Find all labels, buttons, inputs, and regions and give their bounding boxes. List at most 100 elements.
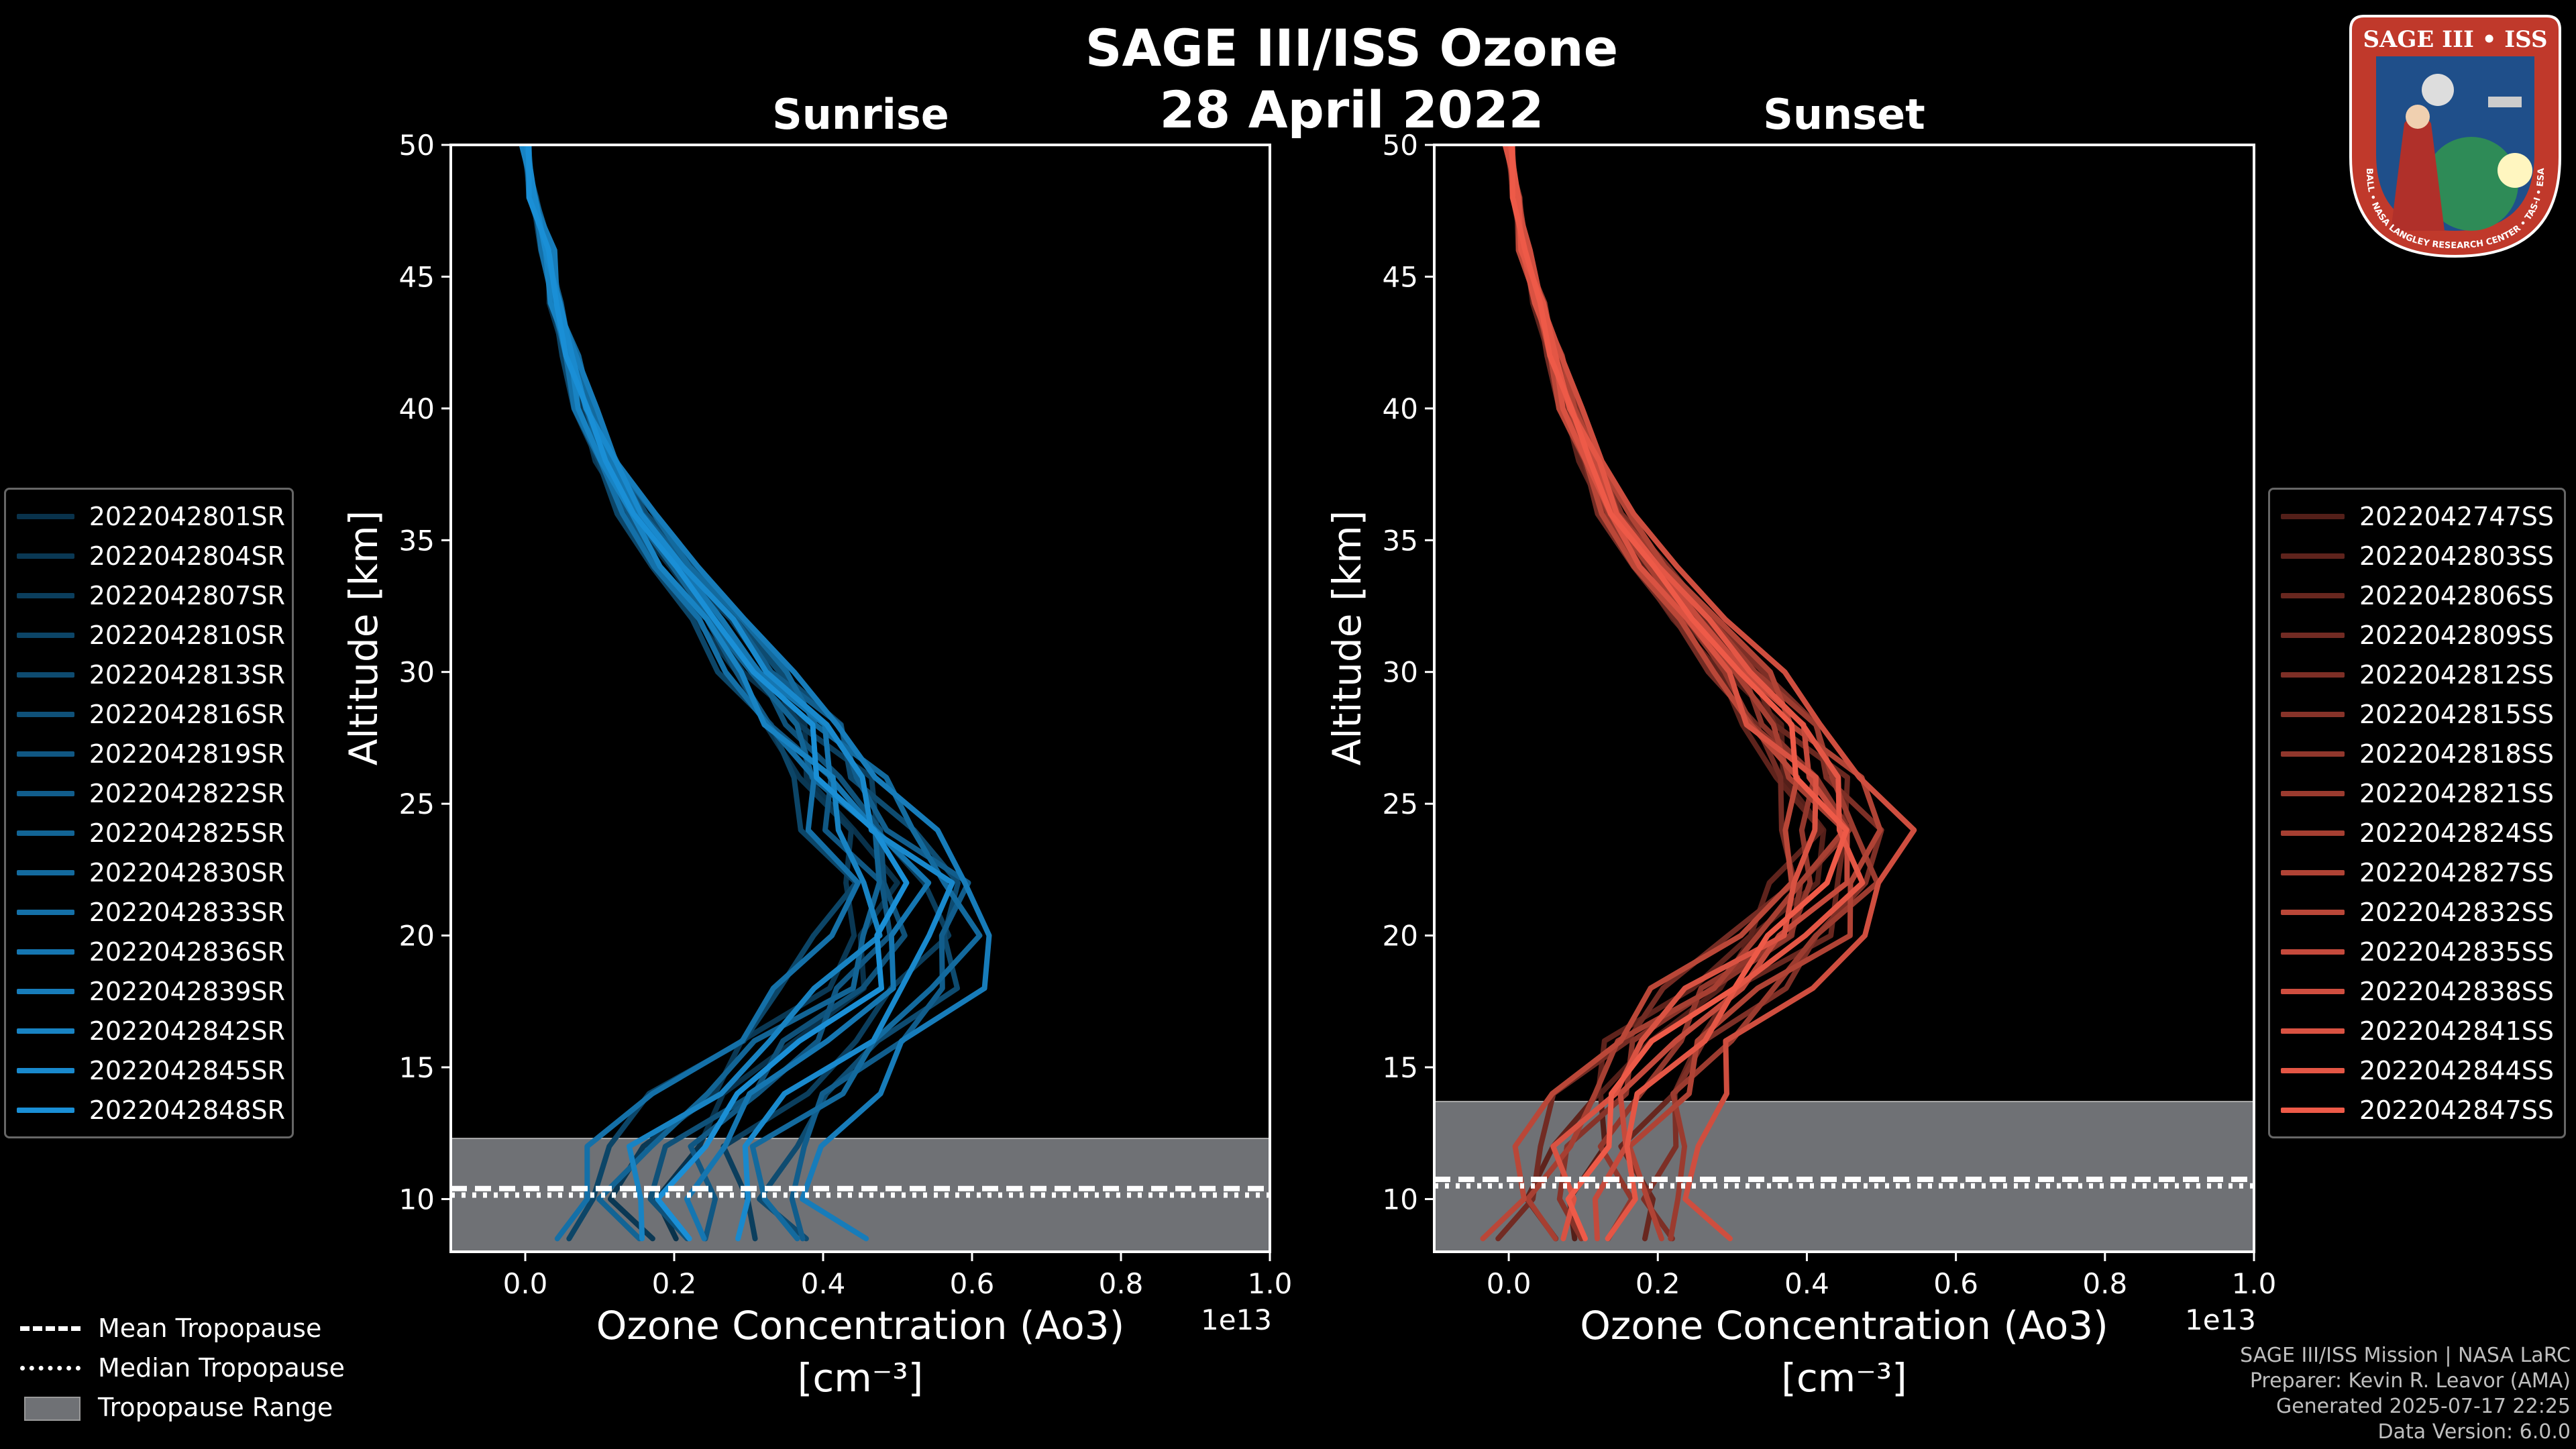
x-tick-label: 0.2 — [652, 1267, 697, 1300]
legend-swatch-icon — [17, 1107, 74, 1113]
legend-swatch-icon — [17, 1067, 74, 1073]
x-offset-label: 1e13 — [1201, 1303, 1272, 1336]
legend-item: 2022042842SR — [13, 1011, 285, 1051]
legend-swatch-icon — [17, 909, 74, 915]
sage-iii-iss-logo: SAGE III • ISS BALL • NASA LANGLEY RESEA… — [2349, 15, 2561, 258]
legend-item: 2022042812SS — [2277, 655, 2557, 694]
legend-swatch-icon — [17, 751, 74, 757]
logo-title: SAGE III • ISS — [2363, 26, 2547, 53]
legend-swatch-icon — [17, 711, 74, 717]
legend-swatch-icon — [2281, 830, 2345, 836]
legend-item: 2022042835SS — [2277, 932, 2557, 971]
legend-label: 2022042842SR — [89, 1016, 285, 1046]
legend-label: Median Tropopause — [98, 1352, 345, 1383]
legend-item: 2022042833SR — [13, 892, 285, 932]
legend-label: 2022042812SS — [2359, 659, 2555, 690]
legend-label: 2022042809SS — [2359, 620, 2555, 650]
legend-label: 2022042835SS — [2359, 936, 2555, 967]
legend-item: 2022042803SS — [2277, 536, 2557, 576]
y-tick-label: 35 — [1383, 524, 1418, 557]
legend-item: 2022042838SS — [2277, 971, 2557, 1011]
legend-item: 2022042827SS — [2277, 853, 2557, 892]
legend-swatch-icon — [17, 790, 74, 796]
legend-item: 2022042839SR — [13, 971, 285, 1011]
x-tick-label: 0.0 — [1487, 1267, 1532, 1300]
profile-2022042847SS — [1509, 145, 1849, 1242]
credit-line: Generated 2025-07-17 22:25 — [2275, 1395, 2571, 1418]
legend-item: 2022042821SS — [2277, 773, 2557, 813]
legend-swatch-icon — [2281, 672, 2345, 678]
legend-label: 2022042821SS — [2359, 778, 2555, 808]
legend-label: 2022042815SS — [2359, 699, 2555, 729]
gray-patch-icon — [20, 1394, 80, 1421]
profile-lines — [519, 145, 992, 1242]
legend-item-tropopause-range: Tropopause Range — [20, 1387, 345, 1427]
x-tick-label: 1.0 — [2232, 1267, 2277, 1300]
x-tick-label: 1.0 — [1248, 1267, 1293, 1300]
legend-label: 2022042822SR — [89, 778, 285, 808]
iss-station-icon — [2488, 97, 2522, 107]
legend-label: 2022042819SR — [89, 739, 285, 769]
legend-swatch-icon — [2281, 869, 2345, 875]
legend-label: 2022042832SS — [2359, 897, 2555, 927]
axes-frame — [449, 144, 1271, 1253]
x-tick-label: 0.8 — [2082, 1267, 2127, 1300]
sunrise-legend: 2022042801SR 2022042804SR 2022042807SR 2022… — [4, 488, 294, 1138]
legend-item: 2022042747SS — [2277, 496, 2557, 536]
legend-label: 2022042818SS — [2359, 739, 2555, 769]
dashed-line-icon — [20, 1315, 80, 1342]
x-axis-unit: [cm⁻³] — [1781, 1355, 1907, 1401]
legend-label: 2022042801SR — [89, 501, 285, 531]
profile-2022042824SS — [1507, 145, 1847, 1242]
legend-swatch-icon — [17, 553, 74, 559]
profile-2022042845SR — [524, 145, 955, 1242]
x-axis-unit: [cm⁻³] — [798, 1355, 924, 1401]
legend-item: 2022042836SR — [13, 932, 285, 971]
legend-item: 2022042845SR — [13, 1051, 285, 1090]
legend-swatch-icon — [2281, 909, 2345, 915]
legend-label: 2022042803SS — [2359, 541, 2555, 571]
legend-swatch-icon — [2281, 553, 2345, 559]
profile-2022042836SR — [526, 145, 932, 1242]
x-tick-label: 0.8 — [1099, 1267, 1144, 1300]
legend-item: 2022042844SS — [2277, 1051, 2557, 1090]
legend-label: Mean Tropopause — [98, 1313, 322, 1343]
legend-swatch-icon — [2281, 751, 2345, 757]
profile-2022042848SR — [525, 145, 910, 1242]
profile-lines — [1480, 145, 1917, 1242]
legend-label: 2022042816SR — [89, 699, 285, 729]
legend-label: 2022042824SS — [2359, 818, 2555, 848]
legend-swatch-icon — [17, 830, 74, 836]
y-tick-label: 25 — [399, 788, 435, 820]
legend-item: 2022042841SS — [2277, 1011, 2557, 1051]
profile-2022042844SS — [1507, 145, 1866, 1242]
y-tick-label: 30 — [399, 656, 435, 689]
legend-item: 2022042815SS — [2277, 694, 2557, 734]
legend-swatch-icon — [2281, 790, 2345, 796]
legend-label: 2022042806SS — [2359, 580, 2555, 610]
legend-label: 2022042747SS — [2359, 501, 2555, 531]
legend-item: 2022042824SS — [2277, 813, 2557, 853]
profile-2022042819SR — [520, 145, 893, 1242]
x-tick-label: 0.4 — [1784, 1267, 1829, 1300]
profile-2022042827SS — [1502, 145, 1883, 1242]
legend-swatch-icon — [2281, 949, 2345, 955]
credit-line: SAGE III/ISS Mission | NASA LaRC — [2240, 1344, 2571, 1367]
legend-item-mean-tropopause: Mean Tropopause — [20, 1308, 345, 1348]
x-axis-label: Ozone Concentration (Ao3) — [596, 1303, 1125, 1348]
legend-swatch-icon — [2281, 988, 2345, 994]
legend-label: 2022042845SR — [89, 1055, 285, 1085]
legend-item: 2022042801SR — [13, 496, 285, 536]
y-tick-label: 10 — [1383, 1183, 1418, 1216]
panel-title: Sunrise — [772, 90, 949, 139]
legend-swatch-icon — [2281, 1107, 2345, 1113]
legend-swatch-icon — [2281, 711, 2345, 717]
sunrise-panel: Sunrise 10 15 20 25 30 35 40 45 50 0.0 0.2 0.4 0.6 0.8… — [341, 90, 1292, 1401]
legend-item: 2022042813SR — [13, 655, 285, 694]
y-tick-label: 45 — [399, 260, 435, 293]
x-offset-label: 1e13 — [2185, 1303, 2256, 1336]
legend-item: 2022042809SS — [2277, 615, 2557, 655]
legend-label: 2022042825SR — [89, 818, 285, 848]
y-axis-label: Altitude [km] — [1324, 511, 1370, 765]
